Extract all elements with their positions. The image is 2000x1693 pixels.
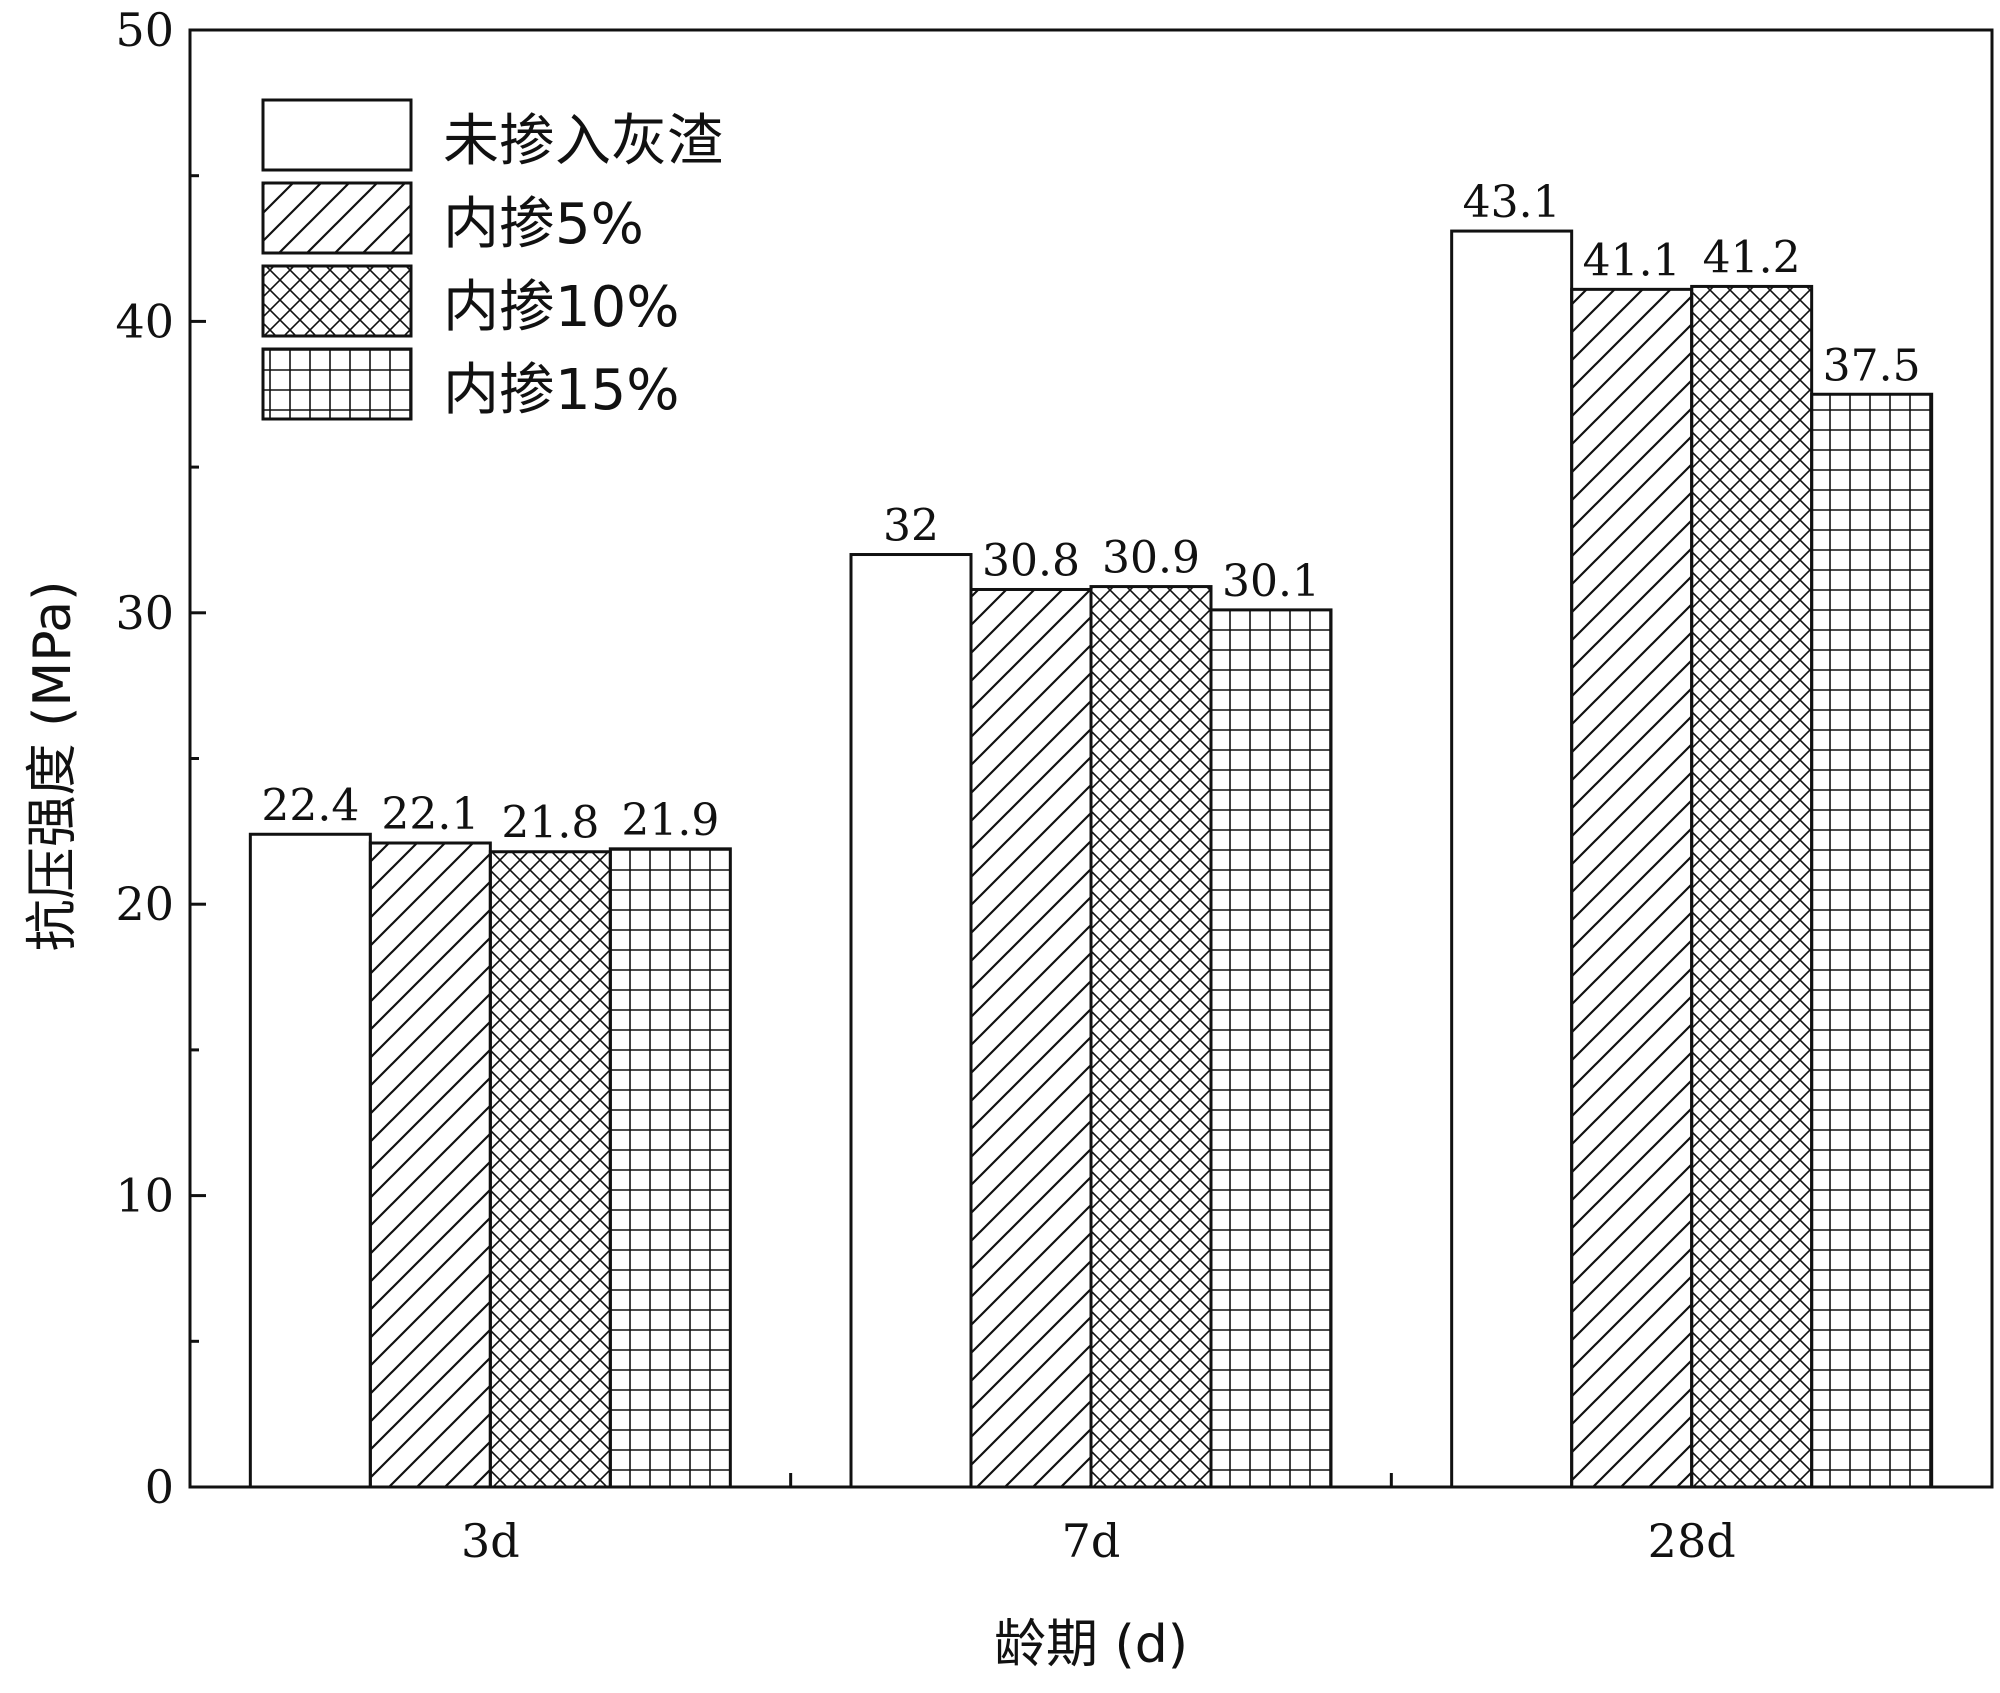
x-axis-label: 龄期 (d)	[994, 1615, 1188, 1675]
y-tick-label: 40	[115, 294, 174, 348]
legend-swatch-2	[261, 181, 413, 255]
data-labels-layer: 22.4 22.1 21.8 21.9 32 30.8 30.9 30.1 43.1 41.1 41…	[261, 177, 1920, 849]
x-tick-label-28d: 28d	[1648, 1514, 1736, 1568]
bar-3d-series-4	[608, 847, 732, 1489]
data-label-28d-series-2: 41.1	[1583, 235, 1681, 286]
legend-swatch-1	[261, 98, 413, 172]
bars-layer	[248, 229, 1934, 1489]
bar-7d-series-4	[1209, 608, 1333, 1489]
axes-layer: 0 10 20 30 40 50 3d 7d 28d	[115, 3, 1994, 1568]
data-label-7d-series-2: 30.8	[982, 535, 1080, 586]
bar-7d-series-1	[849, 553, 973, 1489]
legend-label-1: 未掺入灰渣	[443, 109, 723, 174]
y-tick-label: 30	[115, 586, 174, 640]
legend-swatch-4	[261, 347, 413, 421]
bar-7d-series-2	[969, 587, 1093, 1489]
data-label-7d-series-3: 30.9	[1102, 533, 1200, 584]
data-label-7d-series-1: 32	[883, 501, 939, 552]
y-tick-label: 50	[115, 3, 174, 57]
data-label-3d-series-3: 21.8	[501, 798, 599, 849]
bar-3d-series-2	[368, 841, 492, 1489]
legend-label-2: 内掺5%	[443, 192, 644, 257]
bar-28d-series-2	[1570, 287, 1694, 1489]
data-label-7d-series-4: 30.1	[1222, 556, 1320, 607]
legend-swatch-3	[261, 264, 413, 338]
y-tick-label: 20	[115, 877, 174, 931]
x-tick-label-3d: 3d	[461, 1514, 520, 1568]
y-tick-label: 10	[115, 1169, 174, 1223]
data-label-28d-series-4: 37.5	[1823, 340, 1921, 391]
data-label-28d-series-1: 43.1	[1463, 177, 1561, 228]
bar-3d-series-3	[488, 850, 612, 1489]
bar-28d-series-3	[1690, 284, 1814, 1489]
y-tick-label: 0	[145, 1460, 174, 1514]
x-tick-label-7d: 7d	[1062, 1514, 1121, 1568]
data-label-3d-series-4: 21.9	[621, 795, 719, 846]
bar-3d-series-1	[248, 832, 372, 1489]
y-axis-label: 抗压强度 (MPa)	[23, 581, 83, 952]
data-label-3d-series-1: 22.4	[261, 780, 359, 831]
bar-28d-series-4	[1810, 392, 1934, 1489]
legend-label-4: 内掺15%	[443, 358, 679, 423]
bar-28d-series-1	[1450, 229, 1574, 1489]
legend-label-3: 内掺10%	[443, 275, 679, 340]
bar-7d-series-3	[1089, 585, 1213, 1489]
data-label-3d-series-2: 22.1	[381, 789, 479, 840]
data-label-28d-series-3: 41.2	[1703, 232, 1801, 283]
